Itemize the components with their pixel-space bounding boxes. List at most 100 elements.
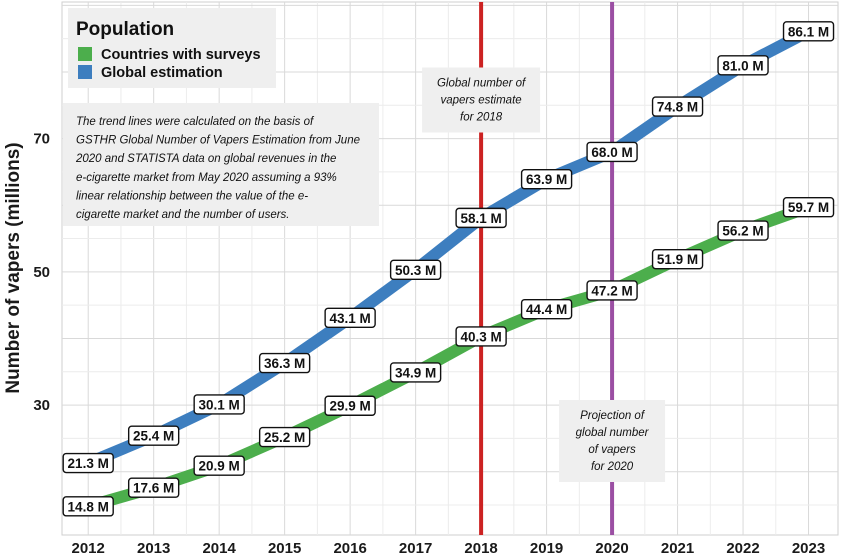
- data-label-value: 51.9 M: [657, 252, 698, 267]
- x-tick-label: 2018: [464, 540, 497, 555]
- note-line: 2020 and STATISTA data on global revenue…: [75, 153, 336, 165]
- data-label-value: 20.9 M: [199, 459, 240, 474]
- data-label: 25.2 M: [258, 426, 311, 448]
- data-label-value: 58.1 M: [460, 211, 501, 226]
- data-label: 74.8 M: [651, 96, 704, 117]
- data-label-value: 36.3 M: [264, 356, 305, 371]
- data-label: 25.4 M: [127, 425, 180, 446]
- note-line: cigarette market and the number of users…: [76, 209, 290, 221]
- data-label: 63.9 M: [520, 169, 573, 190]
- note-line: GSTHR Global Number of Vapers Estimation…: [76, 135, 360, 147]
- data-label-box: [651, 96, 704, 117]
- data-label-box: [455, 326, 507, 347]
- annotation-line: vapers estimate: [441, 95, 522, 107]
- y-tick-label: 70: [33, 131, 50, 148]
- data-label-value: 21.3 M: [68, 456, 109, 471]
- data-label-value: 50.3 M: [395, 263, 436, 278]
- annotation-line: for 2020: [591, 461, 634, 473]
- data-label: 86.1 M: [782, 21, 835, 42]
- x-tick-label: 2019: [530, 540, 563, 555]
- x-tick-label: 2015: [268, 540, 301, 555]
- data-label-value: 30.1 M: [199, 397, 240, 412]
- data-label-value: 25.2 M: [264, 430, 305, 445]
- data-label: 14.8 M: [62, 496, 114, 517]
- marker-annotation-2020: Projection of global number of vapers for 2…: [559, 400, 666, 482]
- data-label-box: [324, 307, 376, 329]
- methodology-note: The trend lines were calculated on the b…: [63, 103, 379, 226]
- x-tick-label: 2016: [333, 540, 366, 555]
- data-label-box: [62, 452, 114, 474]
- annotation-box: [559, 400, 666, 482]
- data-label: 30.1 M: [193, 394, 245, 415]
- data-label: 20.9 M: [193, 455, 245, 476]
- data-label-value: 56.2 M: [722, 224, 763, 239]
- x-tick-label: 2022: [726, 540, 759, 555]
- data-label-box: [258, 426, 311, 448]
- legend-entry: Countries with surveys: [101, 47, 261, 63]
- data-label-value: 59.7 M: [788, 200, 829, 215]
- data-label-box: [455, 207, 507, 229]
- data-label-value: 63.9 M: [526, 172, 567, 187]
- data-label-value: 86.1 M: [788, 24, 829, 39]
- data-label-value: 44.4 M: [526, 302, 567, 317]
- data-label-box: [193, 455, 245, 476]
- legend-box: [68, 8, 276, 88]
- data-label-value: 74.8 M: [657, 100, 698, 115]
- data-label-box: [520, 169, 573, 190]
- data-label: 44.4 M: [520, 298, 573, 320]
- data-label: 21.3 M: [62, 452, 114, 474]
- data-label: 50.3 M: [389, 259, 442, 281]
- data-label-box: [127, 477, 180, 498]
- data-label-value: 34.9 M: [395, 365, 436, 380]
- data-label-value: 29.9 M: [329, 399, 370, 414]
- data-label-box: [324, 395, 376, 416]
- legend-swatch: [78, 65, 92, 79]
- data-label-value: 81.0 M: [722, 58, 763, 73]
- data-label-box: [586, 280, 638, 301]
- annotation-line: for 2018: [460, 112, 503, 124]
- data-label-value: 25.4 M: [133, 429, 174, 444]
- x-tick-label: 2014: [202, 540, 236, 555]
- data-label-value: 17.6 M: [133, 481, 174, 496]
- y-axis-label: Number of vapers (millions): [3, 142, 24, 393]
- data-label-box: [586, 141, 638, 163]
- data-label: 51.9 M: [651, 248, 704, 270]
- data-label: 68.0 M: [586, 141, 638, 163]
- data-label-box: [389, 362, 442, 383]
- annotation-line: global number: [576, 427, 650, 439]
- legend-swatch: [78, 47, 92, 61]
- data-label-box: [127, 425, 180, 446]
- data-label-value: 68.0 M: [591, 145, 632, 160]
- data-label: 40.3 M: [455, 326, 507, 347]
- data-label-value: 43.1 M: [329, 311, 370, 326]
- data-label-box: [520, 298, 573, 320]
- annotation-line: of vapers: [588, 444, 636, 456]
- data-label: 43.1 M: [324, 307, 376, 329]
- data-label-box: [717, 55, 769, 76]
- data-label-value: 40.3 M: [460, 329, 501, 344]
- annotation-line: Global number of: [437, 78, 527, 90]
- x-tick-label: 2021: [661, 540, 694, 555]
- data-label: 36.3 M: [258, 352, 311, 374]
- data-label: 34.9 M: [389, 362, 442, 383]
- note-line: The trend lines were calculated on the b…: [76, 116, 315, 128]
- data-label: 58.1 M: [455, 207, 507, 229]
- marker-annotation-2018: Global number of vapers estimate for 2018: [422, 67, 541, 133]
- data-label-box: [717, 220, 769, 241]
- legend-entry: Global estimation: [101, 65, 223, 81]
- x-tick-label: 2017: [399, 540, 432, 555]
- note-line: linear relationship between the value of…: [76, 190, 308, 202]
- note-box: [63, 103, 379, 226]
- data-label-box: [258, 352, 311, 374]
- data-label: 29.9 M: [324, 395, 376, 416]
- data-label-box: [62, 496, 114, 517]
- data-label-box: [193, 394, 245, 415]
- annotation-line: Projection of: [580, 410, 646, 422]
- x-tick-label: 2013: [137, 540, 170, 555]
- data-label-box: [782, 21, 835, 42]
- y-tick-label: 30: [33, 397, 50, 414]
- x-tick-label: 2023: [792, 540, 825, 555]
- data-label: 59.7 M: [782, 197, 835, 218]
- data-label: 81.0 M: [717, 55, 769, 76]
